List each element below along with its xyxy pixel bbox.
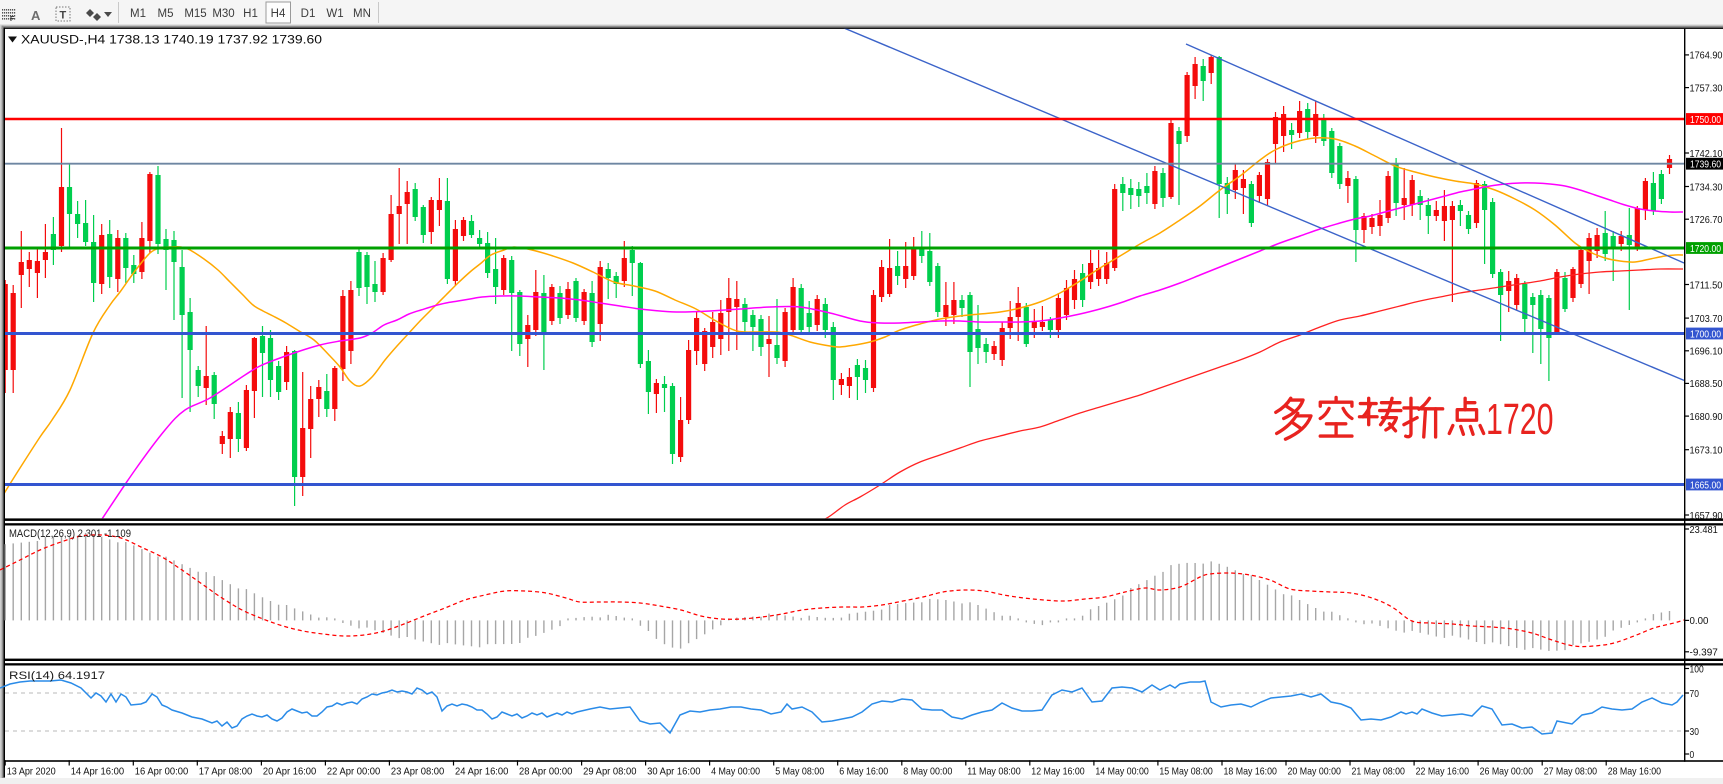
svg-text:1703.70: 1703.70 xyxy=(1690,313,1723,325)
svg-text:22 Apr 00:00: 22 Apr 00:00 xyxy=(327,766,381,778)
svg-text:26 May 00:00: 26 May 00:00 xyxy=(1480,766,1534,778)
svg-text:4 May 00:00: 4 May 00:00 xyxy=(711,766,760,778)
svg-text:30: 30 xyxy=(1690,726,1700,738)
svg-text:24 Apr 16:00: 24 Apr 16:00 xyxy=(455,766,509,778)
svg-text:70: 70 xyxy=(1690,688,1700,700)
svg-text:1757.30: 1757.30 xyxy=(1690,82,1723,94)
svg-text:MACD(12,26,9) 2.301 -1.109: MACD(12,26,9) 2.301 -1.109 xyxy=(9,528,131,540)
svg-text:11 May 08:00: 11 May 08:00 xyxy=(967,766,1021,778)
svg-text:1665.00: 1665.00 xyxy=(1690,480,1721,491)
svg-text:22 May 16:00: 22 May 16:00 xyxy=(1416,766,1470,778)
svg-text:23 Apr 08:00: 23 Apr 08:00 xyxy=(391,766,445,778)
svg-text:H4: H4 xyxy=(271,8,286,20)
svg-text:1688.50: 1688.50 xyxy=(1690,378,1723,390)
svg-text:1673.10: 1673.10 xyxy=(1690,445,1723,457)
svg-text:1750.00: 1750.00 xyxy=(1690,115,1721,126)
svg-text:H1: H1 xyxy=(243,8,258,20)
svg-text:28 Apr 00:00: 28 Apr 00:00 xyxy=(519,766,573,778)
svg-text:-9.397: -9.397 xyxy=(1690,647,1718,659)
svg-text:M15: M15 xyxy=(184,8,206,20)
svg-text:1696.10: 1696.10 xyxy=(1690,346,1723,358)
svg-text:1764.90: 1764.90 xyxy=(1690,50,1723,62)
svg-text:MN: MN xyxy=(353,8,371,20)
svg-text:1680.90: 1680.90 xyxy=(1690,411,1723,423)
svg-text:21 May 08:00: 21 May 08:00 xyxy=(1352,766,1406,778)
svg-text:XAUUSD-,H4 1738.13 1740.19 17: XAUUSD-,H4 1738.13 1740.19 1737.92 1739.… xyxy=(21,35,322,47)
svg-text:T: T xyxy=(60,10,67,22)
svg-text:30 Apr 16:00: 30 Apr 16:00 xyxy=(647,766,701,778)
svg-text:27 May 08:00: 27 May 08:00 xyxy=(1544,766,1598,778)
svg-text:1739.60: 1739.60 xyxy=(1690,160,1721,171)
svg-text:16 Apr 00:00: 16 Apr 00:00 xyxy=(135,766,189,778)
svg-text:28 May 16:00: 28 May 16:00 xyxy=(1608,766,1662,778)
svg-text:6 May 16:00: 6 May 16:00 xyxy=(839,766,888,778)
svg-text:1734.30: 1734.30 xyxy=(1690,181,1723,193)
svg-text:29 Apr 08:00: 29 Apr 08:00 xyxy=(583,766,637,778)
svg-text:20 May 00:00: 20 May 00:00 xyxy=(1288,766,1342,778)
svg-text:1742.10: 1742.10 xyxy=(1690,148,1723,160)
svg-text:17 Apr 08:00: 17 Apr 08:00 xyxy=(199,766,253,778)
svg-text:12 May 16:00: 12 May 16:00 xyxy=(1031,766,1085,778)
svg-text:1711.50: 1711.50 xyxy=(1690,279,1723,291)
svg-text:1726.70: 1726.70 xyxy=(1690,214,1723,226)
svg-text:0.00: 0.00 xyxy=(1690,615,1709,627)
svg-text:RSI(14) 64.1917: RSI(14) 64.1917 xyxy=(9,670,105,682)
svg-text:23.481: 23.481 xyxy=(1690,524,1718,536)
svg-text:1720: 1720 xyxy=(1486,396,1554,445)
svg-text:D1: D1 xyxy=(301,8,316,20)
svg-text:A: A xyxy=(31,8,41,23)
svg-text:W1: W1 xyxy=(326,8,343,20)
svg-text:14 Apr 16:00: 14 Apr 16:00 xyxy=(71,766,125,778)
svg-text:5 May 08:00: 5 May 08:00 xyxy=(775,766,824,778)
svg-text:18 May 16:00: 18 May 16:00 xyxy=(1224,766,1278,778)
svg-text:20 Apr 16:00: 20 Apr 16:00 xyxy=(263,766,317,778)
svg-text:13 Apr 2020: 13 Apr 2020 xyxy=(7,766,56,778)
svg-text:0: 0 xyxy=(1690,749,1695,761)
svg-text:M1: M1 xyxy=(130,8,146,20)
svg-text:F: F xyxy=(10,16,15,23)
svg-text:1720.00: 1720.00 xyxy=(1690,244,1721,255)
svg-text:1657.90: 1657.90 xyxy=(1690,510,1723,522)
svg-text:100: 100 xyxy=(1690,663,1704,675)
svg-text:14 May 00:00: 14 May 00:00 xyxy=(1095,766,1149,778)
svg-text:M30: M30 xyxy=(212,8,234,20)
svg-text:1700.00: 1700.00 xyxy=(1690,329,1721,340)
svg-text:15 May 08:00: 15 May 08:00 xyxy=(1159,766,1213,778)
svg-text:8 May 00:00: 8 May 00:00 xyxy=(903,766,952,778)
svg-text:M5: M5 xyxy=(158,8,174,20)
